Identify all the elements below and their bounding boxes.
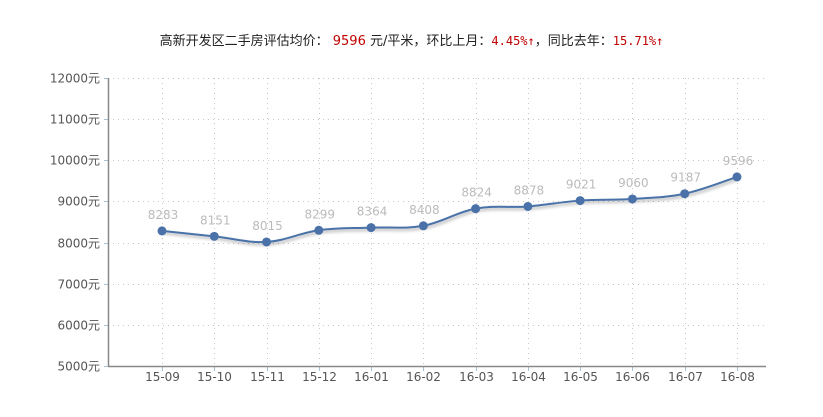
x-tick-label: 15-09 [145, 370, 180, 384]
data-point [732, 172, 742, 182]
y-tick-label: 11000元 [50, 113, 100, 127]
y-tick-label: 8000元 [57, 237, 100, 251]
title-unit: 元/平米， [370, 34, 427, 49]
x-tick-label: 15-11 [250, 370, 285, 384]
data-label: 9060 [618, 176, 649, 190]
data-label: 9596 [723, 154, 754, 168]
data-point [523, 201, 533, 211]
data-label: 9187 [670, 171, 701, 185]
data-point [209, 231, 219, 241]
title-mom-value: 4.45%↑ [491, 34, 535, 48]
series-line [161, 175, 738, 244]
data-label: 8299 [305, 207, 336, 221]
x-tick-label: 16-01 [354, 370, 389, 384]
title-sep: ， [534, 34, 548, 49]
title-yoy-value: 15.71%↑ [612, 34, 664, 48]
data-point [157, 226, 167, 236]
data-label: 8408 [409, 203, 440, 217]
data-label: 8015 [252, 219, 283, 233]
data-point [314, 225, 324, 235]
axes [104, 78, 766, 371]
x-tick-label: 16-04 [511, 370, 546, 384]
x-tick-label: 16-02 [406, 370, 441, 384]
title-price: 9596 [332, 34, 366, 49]
grid-lines [108, 78, 766, 366]
x-tick-label: 16-05 [563, 370, 598, 384]
y-tick-label: 10000元 [50, 154, 100, 168]
data-label: 8878 [514, 183, 545, 197]
title-mom-label: 环比上月： [426, 34, 492, 49]
data-point [366, 223, 376, 233]
data-point [627, 194, 637, 204]
x-tick-label: 16-08 [720, 370, 755, 384]
data-label: 8151 [200, 213, 231, 227]
y-tick-label: 7000元 [57, 278, 100, 292]
y-tick-label: 12000元 [50, 72, 100, 86]
title-yoy-label: 同比去年： [547, 34, 613, 49]
data-labels: 8283 8151 8015 8299 8364 8408 8824 8878 9021 9060… [148, 154, 754, 233]
chart-title: 高新开发区二手房评估均价： 9596 元/平米，环比上月：4.45%↑，同比去年… [0, 30, 823, 49]
data-label: 8824 [461, 186, 492, 200]
y-axis-labels: 5000元 6000元 7000元 8000元 9000元 10000元 11000元 120… [50, 72, 100, 374]
data-point [471, 204, 481, 214]
data-point [680, 189, 690, 199]
x-axis-labels: 15-09 15-10 15-11 15-12 16-01 16-02 16-03 16-04… [145, 370, 755, 384]
data-point [575, 196, 585, 206]
x-tick-label: 15-10 [197, 370, 232, 384]
x-tick-label: 15-12 [302, 370, 337, 384]
y-tick-label: 5000元 [57, 360, 100, 374]
x-tick-label: 16-03 [459, 370, 494, 384]
data-point [418, 221, 428, 231]
data-points [157, 172, 742, 247]
x-tick-label: 16-07 [668, 370, 703, 384]
data-label: 8283 [148, 208, 179, 222]
data-point [262, 237, 272, 247]
data-label: 8364 [357, 205, 388, 219]
title-prefix: 高新开发区二手房评估均价： [159, 34, 329, 49]
y-tick-label: 9000元 [57, 195, 100, 209]
y-tick-label: 6000元 [57, 319, 100, 333]
x-tick-label: 16-06 [615, 370, 650, 384]
data-label: 9021 [566, 178, 597, 192]
